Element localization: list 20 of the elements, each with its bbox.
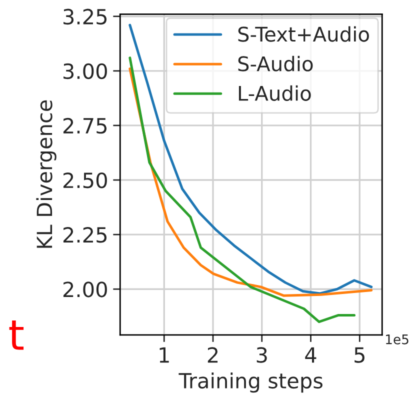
y-tick-label: 2.25 bbox=[63, 227, 107, 243]
legend-label: S-Audio bbox=[238, 56, 313, 72]
y-tick-label: 2.50 bbox=[63, 172, 107, 188]
x-tick-label: 1 bbox=[160, 347, 169, 363]
x-axis-title: Training steps bbox=[178, 372, 322, 393]
x-tick-label: 4 bbox=[305, 347, 316, 363]
y-tick-label: 2.75 bbox=[63, 118, 107, 134]
y-tick-label: 3.25 bbox=[64, 8, 107, 25]
line-series bbox=[128, 56, 356, 324]
x-tick-label: 2 bbox=[208, 347, 218, 363]
y-axis-title: KL Divergence bbox=[36, 100, 56, 248]
text: 1e5 bbox=[386, 334, 408, 344]
x-tick-label: 3 bbox=[256, 347, 267, 363]
y-tick-label: 3.00 bbox=[64, 63, 107, 80]
y-tick-label: 2.00 bbox=[63, 282, 107, 298]
legend-label: L-Audio bbox=[238, 85, 311, 101]
line-series bbox=[128, 24, 373, 295]
legend-label: S-Text+Audio bbox=[238, 26, 369, 42]
x-tick-label: 5 bbox=[354, 347, 364, 363]
text: t bbox=[9, 320, 24, 350]
